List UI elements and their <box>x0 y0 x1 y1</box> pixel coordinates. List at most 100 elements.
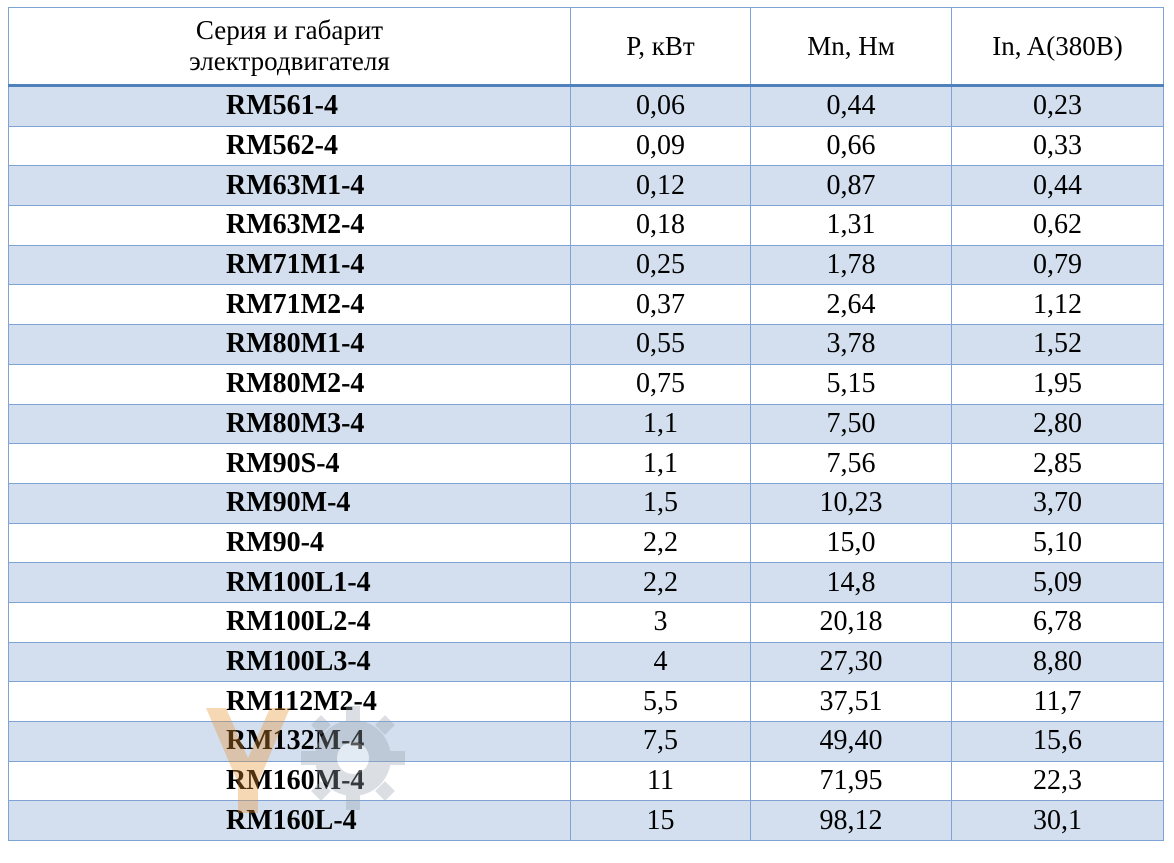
cell-torque: 15,0 <box>750 522 952 564</box>
table-row: RM132M-4 7,5 49,40 15,6 <box>8 721 1164 762</box>
table-header-row: Серия и габарит электродвигателя P, кВт … <box>8 7 1164 87</box>
table-row: RM90S-4 1,1 7,56 2,85 <box>8 443 1164 484</box>
cell-torque: 7,56 <box>750 443 952 484</box>
table-row: RM63M1-4 0,12 0,87 0,44 <box>8 165 1164 207</box>
cell-current: 22,3 <box>951 760 1164 802</box>
table-row: RM80M3-4 1,1 7,50 2,80 <box>8 403 1164 445</box>
cell-torque: 10,23 <box>750 482 952 524</box>
cell-power: 2,2 <box>570 562 751 603</box>
cell-power: 0,09 <box>570 125 751 167</box>
table-row: RM71M1-4 0,25 1,78 0,79 <box>8 244 1164 286</box>
cell-current: 30,1 <box>951 800 1164 842</box>
table-row: RM100L2-4 3 20,18 6,78 <box>8 601 1164 643</box>
cell-model: RM100L1-4 <box>8 562 571 603</box>
cell-power: 5,5 <box>570 681 751 722</box>
cell-model: RM80M2-4 <box>8 363 571 405</box>
cell-current: 0,23 <box>951 85 1164 127</box>
cell-power: 15 <box>570 800 751 842</box>
cell-power: 0,12 <box>570 165 751 207</box>
cell-torque: 27,30 <box>750 641 952 683</box>
cell-current: 5,09 <box>951 562 1164 603</box>
cell-model: RM112M2-4 <box>8 681 571 722</box>
cell-current: 0,44 <box>951 165 1164 207</box>
cell-power: 0,18 <box>570 205 751 246</box>
cell-current: 0,33 <box>951 125 1164 167</box>
header-series-line2: электродвигателя <box>189 46 390 76</box>
table-row: RM160M-4 11 71,95 22,3 <box>8 760 1164 802</box>
table-row: RM90M-4 1,5 10,23 3,70 <box>8 482 1164 524</box>
cell-model: RM132M-4 <box>8 721 571 762</box>
cell-current: 1,52 <box>951 324 1164 365</box>
cell-torque: 0,44 <box>750 85 952 127</box>
cell-power: 11 <box>570 760 751 802</box>
cell-power: 4 <box>570 641 751 683</box>
table-row: RM90-4 2,2 15,0 5,10 <box>8 522 1164 564</box>
table-row: RM100L1-4 2,2 14,8 5,09 <box>8 562 1164 603</box>
cell-torque: 5,15 <box>750 363 952 405</box>
table-row: RM63M2-4 0,18 1,31 0,62 <box>8 205 1164 246</box>
cell-power: 2,2 <box>570 522 751 564</box>
cell-torque: 14,8 <box>750 562 952 603</box>
cell-current: 15,6 <box>951 721 1164 762</box>
cell-model: RM100L3-4 <box>8 641 571 683</box>
cell-model: RM90M-4 <box>8 482 571 524</box>
cell-current: 2,85 <box>951 443 1164 484</box>
header-power: P, кВт <box>570 7 751 87</box>
header-current: In, A(380B) <box>951 7 1164 87</box>
cell-power: 0,06 <box>570 85 751 127</box>
cell-current: 0,62 <box>951 205 1164 246</box>
table-row: RM71M2-4 0,37 2,64 1,12 <box>8 284 1164 326</box>
cell-model: RM63M1-4 <box>8 165 571 207</box>
table-row: RM160L-4 15 98,12 30,1 <box>8 800 1164 842</box>
cell-power: 3 <box>570 601 751 643</box>
cell-torque: 7,50 <box>750 403 952 445</box>
motor-spec-table: Серия и габарит электродвигателя P, кВт … <box>8 7 1164 842</box>
cell-model: RM100L2-4 <box>8 601 571 643</box>
cell-power: 0,55 <box>570 324 751 365</box>
cell-current: 11,7 <box>951 681 1164 722</box>
cell-model: RM160M-4 <box>8 760 571 802</box>
cell-model: RM562-4 <box>8 125 571 167</box>
cell-power: 0,75 <box>570 363 751 405</box>
cell-model: RM160L-4 <box>8 800 571 842</box>
cell-current: 8,80 <box>951 641 1164 683</box>
table-row: RM80M1-4 0,55 3,78 1,52 <box>8 324 1164 365</box>
cell-power: 1,5 <box>570 482 751 524</box>
cell-torque: 49,40 <box>750 721 952 762</box>
header-series: Серия и габарит электродвигателя <box>8 7 571 87</box>
cell-power: 7,5 <box>570 721 751 762</box>
cell-torque: 1,78 <box>750 244 952 286</box>
cell-torque: 37,51 <box>750 681 952 722</box>
cell-current: 3,70 <box>951 482 1164 524</box>
table-row: RM562-4 0,09 0,66 0,33 <box>8 125 1164 167</box>
cell-current: 1,12 <box>951 284 1164 326</box>
header-series-line1: Серия и габарит <box>195 15 384 45</box>
cell-current: 2,80 <box>951 403 1164 445</box>
cell-torque: 3,78 <box>750 324 952 365</box>
cell-model: RM90S-4 <box>8 443 571 484</box>
table-body: RM561-4 0,06 0,44 0,23 RM562-4 0,09 0,66 0,33 RM… <box>8 85 1164 842</box>
cell-torque: 0,87 <box>750 165 952 207</box>
cell-current: 6,78 <box>951 601 1164 643</box>
cell-torque: 20,18 <box>750 601 952 643</box>
cell-torque: 98,12 <box>750 800 952 842</box>
table-row: RM561-4 0,06 0,44 0,23 <box>8 85 1164 127</box>
table-row: RM80M2-4 0,75 5,15 1,95 <box>8 363 1164 405</box>
cell-model: RM90-4 <box>8 522 571 564</box>
table-row: RM112M2-4 5,5 37,51 11,7 <box>8 681 1164 722</box>
cell-model: RM80M1-4 <box>8 324 571 365</box>
cell-torque: 0,66 <box>750 125 952 167</box>
cell-model: RM71M1-4 <box>8 244 571 286</box>
cell-model: RM80M3-4 <box>8 403 571 445</box>
cell-model: RM63M2-4 <box>8 205 571 246</box>
cell-torque: 2,64 <box>750 284 952 326</box>
cell-power: 0,25 <box>570 244 751 286</box>
header-torque: Mn, Нм <box>750 7 952 87</box>
cell-current: 1,95 <box>951 363 1164 405</box>
cell-torque: 71,95 <box>750 760 952 802</box>
cell-torque: 1,31 <box>750 205 952 246</box>
cell-current: 5,10 <box>951 522 1164 564</box>
cell-power: 1,1 <box>570 443 751 484</box>
cell-power: 1,1 <box>570 403 751 445</box>
